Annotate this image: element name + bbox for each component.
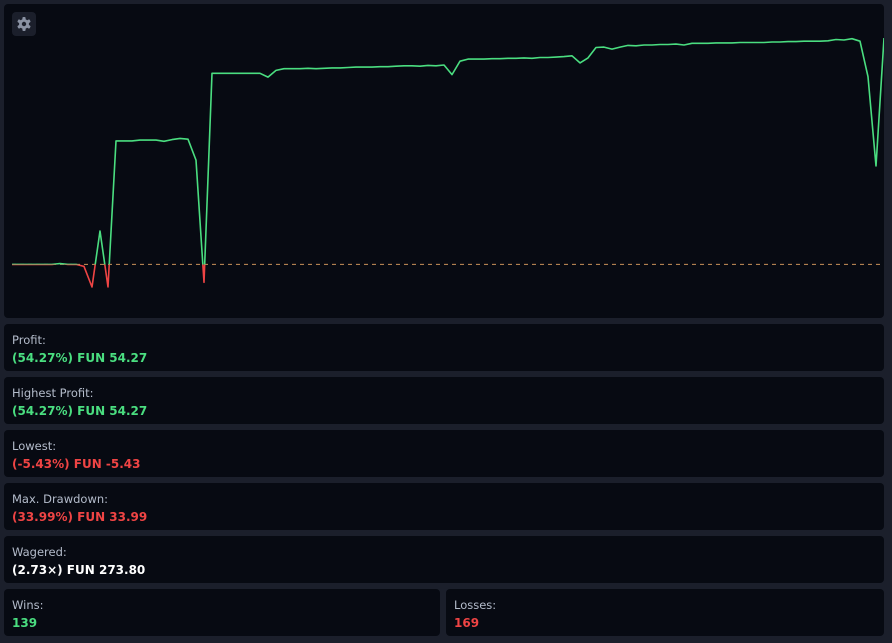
stat-card: Profit: (54.27%) FUN 54.27 [4,324,884,371]
stat-card: Lowest: (-5.43%) FUN -5.43 [4,430,884,477]
profit-line [12,37,884,288]
stat-card: Highest Profit: (54.27%) FUN 54.27 [4,377,884,424]
stat-card: Wins: 139 [4,589,440,636]
stat-label: Losses: [454,598,497,612]
stat-label: Lowest: [12,439,57,453]
stat-value: (-5.43%) FUN -5.43 [12,457,141,471]
stat-label: Profit: [12,333,46,347]
stat-label: Max. Drawdown: [12,492,109,506]
stat-card: Max. Drawdown: (33.99%) FUN 33.99 [4,483,884,530]
stat-label: Wagered: [12,545,67,559]
stat-value: (54.27%) FUN 54.27 [12,404,148,418]
stat-value: (54.27%) FUN 54.27 [12,351,148,365]
stat-value: (2.73×) FUN 273.80 [12,563,146,577]
settings-button[interactable] [12,12,36,36]
stat-value: 169 [454,616,480,630]
chart [12,12,884,288]
stat-label: Highest Profit: [12,386,94,400]
stat-value: (33.99%) FUN 33.99 [12,510,148,524]
stat-label: Wins: [12,598,44,612]
stat-card: Wagered: (2.73×) FUN 273.80 [4,536,884,583]
chart-panel [4,4,884,318]
stat-card: Losses: 169 [446,589,884,636]
stat-value: 139 [12,616,38,630]
gear-icon[interactable] [17,17,31,31]
